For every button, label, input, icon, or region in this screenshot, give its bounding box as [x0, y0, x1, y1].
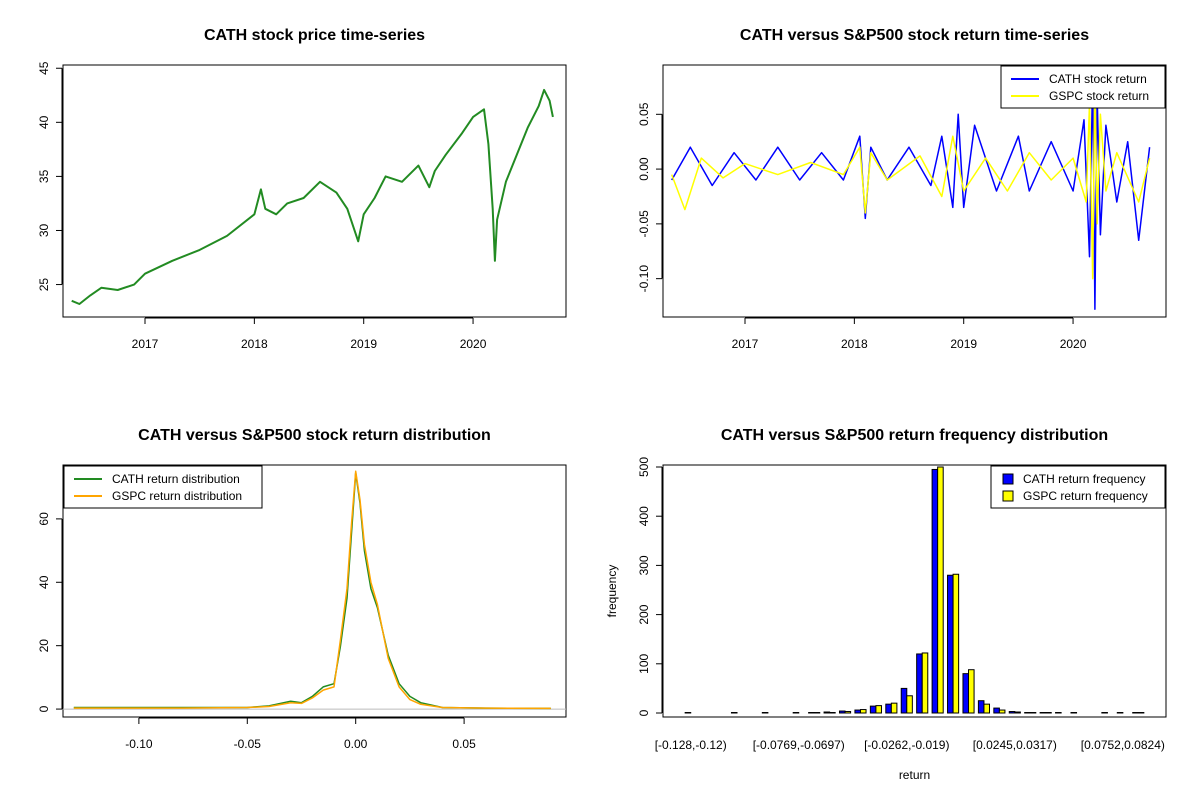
- hist-bar-cath: [885, 703, 892, 714]
- hist-bar-gspc: [844, 711, 852, 714]
- series-line-0: [71, 88, 554, 305]
- legend: CATH return distribution GSPC return dist…: [63, 465, 263, 509]
- y-tick-label: 200: [637, 604, 651, 624]
- series-line-1: [73, 470, 551, 710]
- hist-bar-gspc: [983, 703, 991, 714]
- hist-bar-gspc: [921, 652, 929, 714]
- hist-bar-cath: [823, 711, 831, 714]
- x-tick-label: 2017: [732, 337, 759, 351]
- y-tick-label: 35: [37, 169, 51, 183]
- x-tick-label: 0.00: [344, 737, 368, 751]
- hist-bar-cath: [854, 709, 861, 714]
- hist-bar-gspc: [875, 705, 882, 714]
- chart-panel-density: CATH versus S&P500 stock return distribu…: [37, 427, 567, 751]
- y-tick-label: 0: [637, 709, 651, 716]
- y-tick-label: 0.00: [637, 157, 651, 181]
- chart-title: CATH versus S&P500 stock return distribu…: [138, 427, 491, 444]
- legend-swatch: [1002, 490, 1014, 502]
- hist-bar-gspc: [998, 709, 1006, 714]
- y-tick-label: -0.10: [637, 265, 651, 293]
- x-tick-label: 2018: [841, 337, 868, 351]
- plot-frame: [62, 64, 567, 318]
- chart-panel-returns: CATH versus S&P500 stock return time-ser…: [637, 27, 1167, 351]
- hist-bar-cath: [916, 653, 923, 714]
- y-tick-label: 300: [637, 555, 651, 575]
- hist-bar-gspc: [890, 702, 898, 714]
- hist-bar-cath: [947, 574, 954, 714]
- legend-box: [990, 465, 1166, 509]
- y-tick-label: 20: [37, 639, 51, 653]
- y-tick-label: 0: [37, 705, 51, 712]
- chart-panel-hist: CATH versus S&P500 return frequency dist…: [605, 427, 1167, 782]
- x-tick-label: -0.05: [234, 737, 262, 751]
- x-category-label: [-0.0769,-0.0697): [753, 738, 845, 752]
- x-axis-label: return: [899, 768, 930, 782]
- x-tick-label: 2017: [132, 337, 159, 351]
- legend-box: [1000, 65, 1166, 109]
- legend-label: GSPC stock return: [1049, 89, 1149, 103]
- x-category-label: [0.0752,0.0824): [1081, 738, 1165, 752]
- y-tick-label: 40: [37, 115, 51, 129]
- legend: CATH stock return GSPC stock return: [1000, 65, 1166, 109]
- legend-label: CATH stock return: [1049, 72, 1147, 86]
- hist-bar-cath: [993, 707, 1000, 714]
- x-tick-label: 0.05: [452, 737, 476, 751]
- x-tick-label: 2019: [350, 337, 377, 351]
- y-axis-label: frequency: [605, 565, 619, 618]
- y-tick-label: 100: [637, 653, 651, 673]
- y-tick-label: 25: [37, 278, 51, 292]
- x-category-label: [0.0245,0.0317): [973, 738, 1057, 752]
- x-tick-label: -0.10: [125, 737, 153, 751]
- plot-frame: [662, 464, 1167, 718]
- legend-swatch: [1002, 473, 1014, 485]
- chart-panel-price: CATH stock price time-series 2017 2018 2019…: [37, 27, 567, 351]
- hist-bar-cath: [869, 705, 877, 714]
- plot-frame: [662, 64, 1167, 318]
- legend-label: CATH return frequency: [1023, 472, 1146, 486]
- hist-bar-cath: [962, 673, 970, 714]
- x-category-label: [-0.128,-0.12): [655, 738, 727, 752]
- x-tick-label: 2020: [1060, 337, 1087, 351]
- chart-title: CATH versus S&P500 stock return time-ser…: [740, 27, 1089, 44]
- y-tick-label: 400: [637, 506, 651, 526]
- x-tick-label: 2019: [950, 337, 977, 351]
- hist-bar-gspc: [968, 669, 975, 714]
- hist-bar-cath: [977, 700, 985, 714]
- hist-bar-gspc: [937, 466, 944, 714]
- legend: CATH return frequency GSPC return frequen…: [990, 465, 1166, 509]
- chart-title: CATH versus S&P500 return frequency dist…: [721, 427, 1108, 444]
- legend-label: GSPC return frequency: [1023, 489, 1148, 503]
- hist-bar-gspc: [859, 709, 867, 714]
- x-tick-label: 2018: [241, 337, 268, 351]
- hist-bar-gspc: [1014, 711, 1021, 714]
- hist-bar-cath: [900, 687, 908, 714]
- hist-bar-cath: [1008, 711, 1016, 714]
- y-tick-label: 500: [637, 457, 651, 477]
- y-tick-label: 60: [37, 512, 51, 526]
- y-tick-label: -0.05: [637, 210, 651, 238]
- legend-label: CATH return distribution: [112, 472, 240, 486]
- hist-bar-gspc: [952, 573, 960, 714]
- chart-title: CATH stock price time-series: [204, 27, 425, 44]
- hist-bar-cath: [931, 468, 939, 714]
- y-tick-label: 30: [37, 223, 51, 237]
- legend-box: [63, 465, 263, 509]
- series-line-0: [671, 69, 1151, 311]
- plot-frame: [62, 464, 567, 718]
- hist-bar-gspc: [906, 695, 913, 714]
- x-tick-label: 2020: [460, 337, 487, 351]
- y-tick-label: 40: [37, 575, 51, 589]
- hist-bar-cath: [838, 710, 846, 714]
- x-category-label: [-0.0262,-0.019): [864, 738, 949, 752]
- legend-label: GSPC return distribution: [112, 489, 242, 503]
- y-tick-label: 0.05: [637, 102, 651, 126]
- y-tick-label: 45: [37, 61, 51, 75]
